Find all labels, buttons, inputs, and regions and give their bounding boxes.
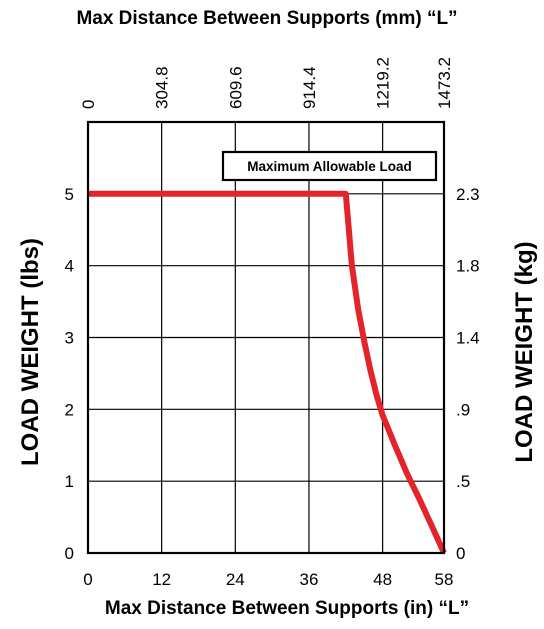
x-tick-label: 36 (300, 570, 319, 589)
x-top-tick-label: 1473.2 (435, 57, 454, 109)
y-axis-label-right: LOAD WEIGHT (kg) (511, 241, 538, 462)
y-right-tick-label: 2.3 (456, 185, 480, 204)
y-right-tick-label: 1.4 (456, 329, 480, 348)
tick-labels: 0012304.824609.636914.4481219.2581473.20… (65, 57, 480, 589)
x-tick-label: 58 (435, 570, 454, 589)
series (88, 190, 447, 555)
x-axis-label: Max Distance Between Supports (in) “L” (105, 598, 469, 619)
y-right-tick-label: .5 (456, 472, 470, 491)
legend-box (221, 150, 438, 182)
x-top-tick-label: 609.6 (226, 66, 245, 109)
y-axis-label-left: LOAD WEIGHT (lbs) (17, 238, 44, 466)
y-right-tick-label: 1.8 (456, 257, 480, 276)
chart-title-top: Max Distance Between Supports (mm) “L” (76, 8, 457, 29)
legend-label: Maximum Allowable Load (247, 159, 412, 174)
grid-lines (88, 122, 444, 553)
x-top-tick-label: 914.4 (300, 66, 319, 109)
y-right-tick-label: 0 (456, 544, 465, 563)
x-top-tick-label: 0 (79, 100, 98, 109)
x-top-tick-label: 304.8 (153, 66, 172, 109)
x-top-tick-label: 1219.2 (374, 57, 393, 109)
y-tick-label: 4 (65, 257, 74, 276)
y-tick-label: 0 (65, 544, 74, 563)
y-tick-label: 3 (65, 329, 74, 348)
x-tick-label: 48 (373, 570, 392, 589)
x-tick-label: 0 (83, 570, 92, 589)
x-tick-label: 24 (226, 570, 245, 589)
y-tick-label: 1 (65, 472, 74, 491)
y-tick-label: 2 (65, 400, 74, 419)
y-right-tick-label: .9 (456, 400, 470, 419)
y-tick-label: 5 (65, 185, 74, 204)
series-line (88, 190, 447, 555)
plot-frame (86, 120, 446, 555)
x-tick-label: 12 (152, 570, 171, 589)
legend: Maximum Allowable Load (221, 150, 438, 182)
